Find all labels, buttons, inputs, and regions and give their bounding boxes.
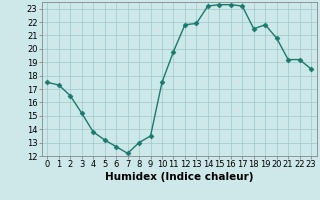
X-axis label: Humidex (Indice chaleur): Humidex (Indice chaleur) xyxy=(105,172,253,182)
